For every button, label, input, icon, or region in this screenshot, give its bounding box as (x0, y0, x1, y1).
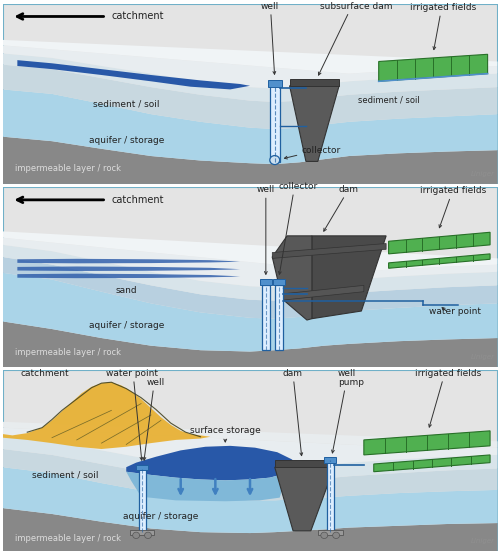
Text: catchment: catchment (112, 195, 164, 205)
Polygon shape (2, 422, 498, 449)
Text: sediment / soil: sediment / soil (358, 95, 420, 104)
Polygon shape (2, 245, 498, 301)
Text: well: well (260, 2, 279, 11)
Text: impermeable layer / rock: impermeable layer / rock (15, 348, 121, 357)
Polygon shape (2, 137, 498, 184)
Text: catchment: catchment (112, 12, 164, 22)
Bar (275, 460, 334, 467)
Polygon shape (2, 45, 498, 89)
Text: irrigated fields: irrigated fields (410, 3, 476, 12)
Text: sediment / soil: sediment / soil (32, 471, 98, 480)
Text: Liniger: Liniger (470, 538, 494, 544)
Bar (326, 460, 334, 532)
Circle shape (332, 532, 340, 538)
Polygon shape (275, 467, 334, 531)
Polygon shape (2, 232, 498, 272)
Polygon shape (126, 472, 287, 501)
Polygon shape (126, 446, 297, 480)
Text: Liniger: Liniger (470, 171, 494, 177)
Text: pump: pump (338, 378, 364, 387)
Bar (318, 530, 342, 535)
Polygon shape (388, 254, 490, 268)
Text: impermeable layer / rock: impermeable layer / rock (15, 534, 121, 543)
Polygon shape (18, 266, 240, 271)
Bar (275, 285, 282, 350)
Circle shape (132, 532, 140, 538)
Text: water point: water point (106, 369, 158, 378)
Polygon shape (2, 273, 498, 352)
Polygon shape (272, 244, 386, 258)
Circle shape (270, 156, 280, 165)
Polygon shape (388, 232, 490, 254)
Bar (324, 457, 336, 463)
Circle shape (144, 532, 152, 538)
Polygon shape (272, 236, 312, 320)
Polygon shape (2, 238, 498, 287)
Text: irrigated fields: irrigated fields (415, 369, 481, 378)
Text: water point: water point (429, 307, 481, 316)
Text: sand: sand (116, 286, 137, 295)
Polygon shape (2, 449, 498, 500)
Text: subsurface dam: subsurface dam (320, 2, 392, 11)
Text: sediment / soil: sediment / soil (93, 100, 160, 109)
Bar (130, 530, 154, 535)
Text: well: well (256, 185, 275, 194)
Polygon shape (2, 508, 498, 551)
Polygon shape (290, 86, 339, 161)
Bar (268, 80, 281, 86)
Polygon shape (18, 60, 250, 89)
Polygon shape (2, 435, 498, 482)
Text: collector: collector (279, 182, 318, 191)
Text: catchment: catchment (20, 369, 69, 378)
Polygon shape (18, 274, 240, 278)
Polygon shape (2, 382, 210, 449)
Text: Liniger: Liniger (470, 354, 494, 360)
Polygon shape (378, 54, 488, 81)
Polygon shape (312, 236, 386, 319)
Polygon shape (364, 431, 490, 455)
Polygon shape (2, 321, 498, 367)
Polygon shape (277, 285, 364, 301)
Polygon shape (18, 259, 240, 263)
Bar (262, 285, 270, 350)
Bar (138, 469, 145, 532)
Polygon shape (374, 455, 490, 472)
Text: aquifer / storage: aquifer / storage (88, 321, 164, 330)
Bar (136, 465, 148, 470)
Text: irrigated fields: irrigated fields (420, 186, 486, 196)
Text: dam: dam (282, 369, 302, 378)
Bar (273, 279, 284, 285)
Bar (270, 86, 280, 162)
Polygon shape (290, 79, 339, 86)
Text: well: well (338, 369, 355, 378)
Polygon shape (2, 467, 498, 533)
Text: impermeable layer / rock: impermeable layer / rock (15, 165, 121, 173)
Text: surface storage: surface storage (190, 427, 260, 435)
Text: collector: collector (302, 146, 341, 155)
Polygon shape (2, 257, 498, 319)
Text: aquifer / storage: aquifer / storage (123, 511, 198, 521)
Polygon shape (2, 428, 498, 469)
Polygon shape (2, 53, 498, 102)
Text: aquifer / storage: aquifer / storage (88, 136, 164, 145)
Text: well: well (147, 378, 165, 387)
Polygon shape (2, 40, 498, 74)
Polygon shape (2, 89, 498, 164)
Bar (260, 279, 272, 285)
Text: dam: dam (338, 185, 358, 194)
Circle shape (321, 532, 328, 538)
Polygon shape (2, 65, 498, 129)
